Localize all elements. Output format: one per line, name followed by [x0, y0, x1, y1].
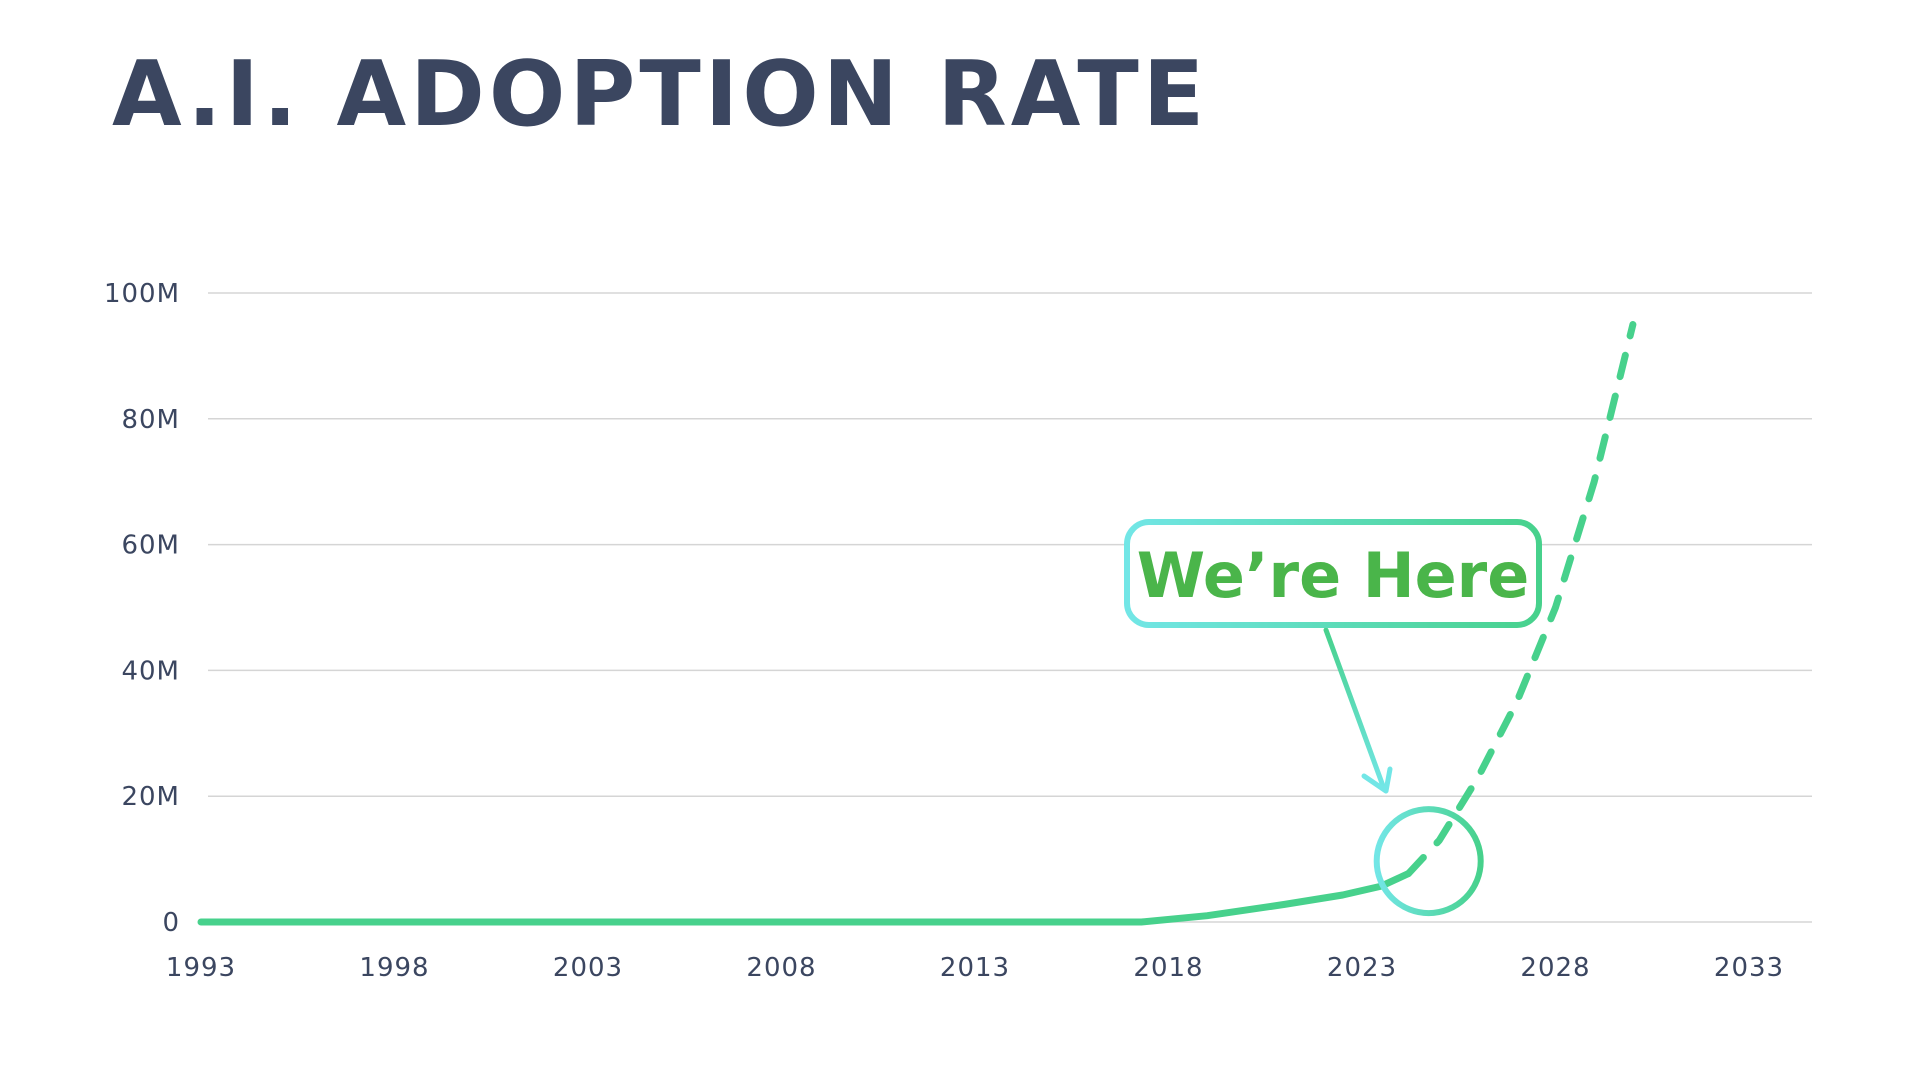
x-tick-label: 1993 [166, 953, 236, 983]
x-axis: 1993 1998 2003 2008 2013 2018 2023 2028 2033 [166, 953, 1784, 983]
x-tick-label: 2013 [940, 953, 1010, 983]
callout-arrow [1323, 627, 1386, 789]
actual-series-line [197, 870, 1412, 926]
y-tick-label: 20M [121, 782, 180, 812]
x-tick-label: 2033 [1714, 953, 1784, 983]
x-tick-label: 2023 [1327, 953, 1397, 983]
x-tick-label: 2028 [1520, 953, 1590, 983]
arrowhead-icon [1361, 766, 1393, 794]
y-tick-label: 0 [162, 908, 180, 938]
x-tick-label: 2008 [746, 953, 816, 983]
x-tick-label: 2018 [1133, 953, 1203, 983]
page-title: A.I. ADOPTION RATE [112, 42, 1209, 147]
y-axis: 0 20M 40M 60M 80M 100M [104, 279, 180, 938]
x-tick-label: 2003 [553, 953, 623, 983]
projected-series-line [1404, 321, 1637, 878]
callout-label: We’re Here [1137, 539, 1530, 612]
y-tick-label: 100M [104, 279, 180, 309]
x-tick-label: 1998 [359, 953, 429, 983]
y-tick-label: 60M [121, 531, 180, 561]
callout-box [1124, 519, 1542, 628]
grid [208, 292, 1812, 923]
callout: We’re Here [1124, 519, 1542, 917]
highlight-circle [1373, 806, 1484, 917]
y-tick-label: 40M [121, 656, 180, 686]
y-tick-label: 80M [121, 405, 180, 435]
